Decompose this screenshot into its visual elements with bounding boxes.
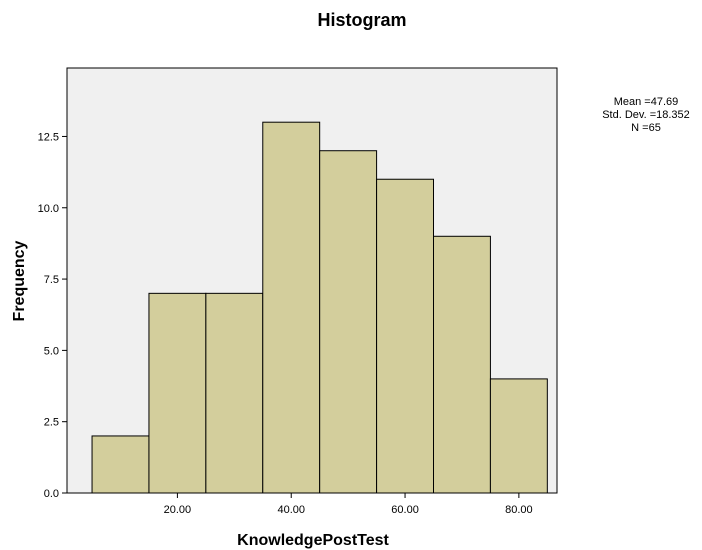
y-tick-label-5: 12.5 (38, 131, 59, 143)
histogram-bar-6 (433, 235, 491, 494)
bars-group (91, 121, 548, 494)
histogram-bar-2 (205, 292, 264, 494)
histogram-bar-0 (91, 435, 150, 494)
histogram-bar-3 (262, 121, 321, 494)
stats-n: N =65 (631, 122, 661, 134)
x-tick-label-1: 40.00 (277, 504, 305, 516)
y-tick-label-1: 2.5 (44, 417, 59, 429)
y-tick-label-2: 5.0 (44, 345, 59, 357)
x-tick-label-3: 80.00 (505, 504, 533, 516)
y-axis: 0.0 2.5 5.0 7.5 10.0 12.5 (38, 131, 67, 500)
stats-std-dev: Std. Dev. =18.352 (602, 109, 690, 121)
histogram-bar-5 (376, 178, 435, 494)
y-tick-label-0: 0.0 (44, 488, 59, 500)
histogram-bar-1 (148, 292, 207, 494)
x-axis: 20.00 40.00 60.00 80.00 (164, 493, 533, 516)
y-axis-label: Frequency (11, 240, 28, 321)
plot-frame (66, 67, 558, 494)
histogram-bar-4 (319, 150, 378, 494)
x-tick-label-2: 60.00 (391, 504, 419, 516)
x-axis-label: KnowledgePostTest (237, 532, 389, 549)
histogram-bar-7 (489, 378, 548, 494)
y-tick-label-4: 10.0 (38, 203, 59, 215)
stats-mean: Mean =47.69 (614, 96, 679, 108)
chart-title: Histogram (317, 10, 406, 30)
y-tick-label-3: 7.5 (44, 274, 59, 286)
x-tick-label-0: 20.00 (164, 504, 192, 516)
